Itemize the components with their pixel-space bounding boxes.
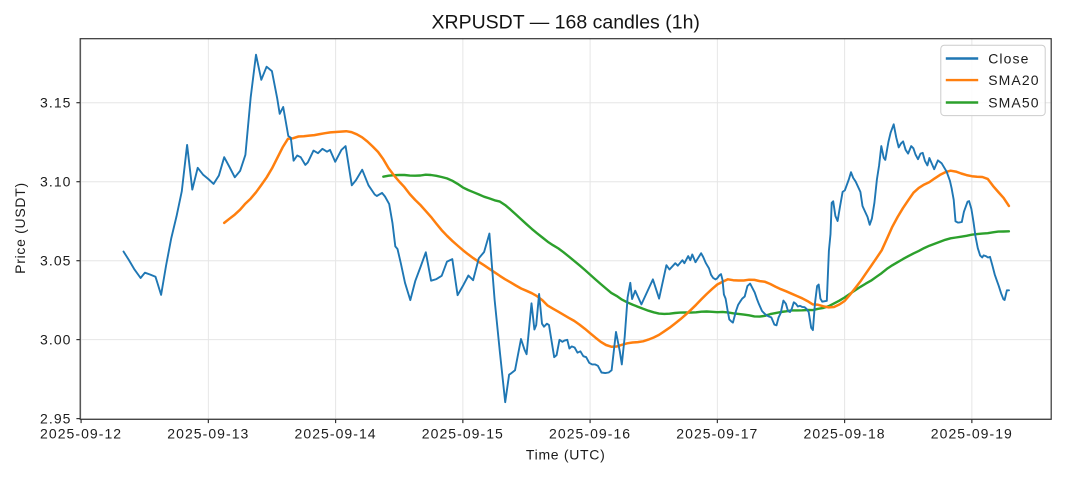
svg-text:SMA20: SMA20 <box>988 72 1039 88</box>
svg-text:2.95: 2.95 <box>40 411 71 427</box>
svg-text:2025-09-16: 2025-09-16 <box>549 426 631 442</box>
svg-text:3.15: 3.15 <box>40 95 71 111</box>
svg-text:2025-09-13: 2025-09-13 <box>167 426 249 442</box>
svg-text:2025-09-14: 2025-09-14 <box>295 426 377 442</box>
svg-text:2025-09-18: 2025-09-18 <box>804 426 886 442</box>
svg-text:2025-09-12: 2025-09-12 <box>40 426 122 442</box>
svg-text:Close: Close <box>988 51 1029 67</box>
svg-text:2025-09-17: 2025-09-17 <box>676 426 758 442</box>
svg-text:Time (UTC): Time (UTC) <box>526 447 606 463</box>
svg-text:3.00: 3.00 <box>40 332 71 348</box>
svg-text:XRPUSDT — 168 candles (1h): XRPUSDT — 168 candles (1h) <box>431 12 699 34</box>
svg-text:2025-09-15: 2025-09-15 <box>422 426 504 442</box>
svg-text:SMA50: SMA50 <box>988 95 1039 111</box>
svg-text:2025-09-19: 2025-09-19 <box>931 426 1013 442</box>
svg-text:3.10: 3.10 <box>40 174 71 190</box>
svg-text:3.05: 3.05 <box>40 253 71 269</box>
svg-text:Price (USDT): Price (USDT) <box>12 182 28 274</box>
